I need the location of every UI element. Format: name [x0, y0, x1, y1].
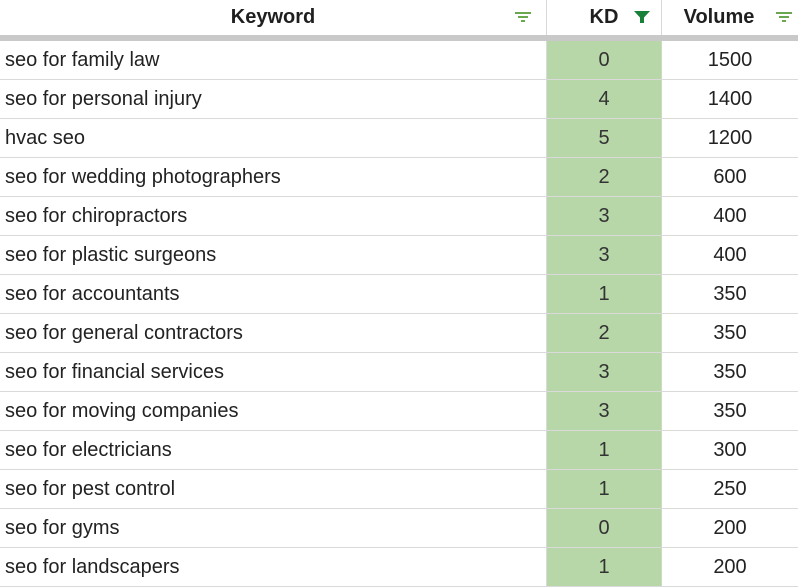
- cell-kd[interactable]: 5: [547, 119, 662, 157]
- cell-keyword[interactable]: seo for family law: [0, 41, 547, 79]
- table-row: seo for financial services 3 350: [0, 353, 798, 392]
- cell-volume[interactable]: 350: [713, 282, 747, 305]
- cell-keyword[interactable]: hvac seo: [0, 119, 547, 157]
- header-row: Keyword KD Volume: [0, 0, 798, 35]
- cell-volume[interactable]: 1200: [707, 126, 753, 149]
- cell-volume[interactable]: 1500: [707, 48, 753, 71]
- cell-kd[interactable]: 1: [547, 548, 662, 586]
- frozen-row-divider[interactable]: [0, 35, 798, 41]
- filter-lines-icon[interactable]: [775, 9, 793, 25]
- table-row: seo for moving companies 3 350: [0, 392, 798, 431]
- cell-volume[interactable]: 400: [713, 243, 747, 266]
- cell-keyword[interactable]: seo for accountants: [0, 275, 547, 313]
- cell-kd[interactable]: 4: [547, 80, 662, 118]
- table-row: seo for plastic surgeons 3 400: [0, 236, 798, 275]
- cell-kd[interactable]: 1: [547, 470, 662, 508]
- table-row: seo for pest control 1 250: [0, 470, 798, 509]
- cell-volume[interactable]: 200: [713, 516, 747, 539]
- cell-kd[interactable]: 0: [547, 41, 662, 79]
- cell-kd[interactable]: 0: [547, 509, 662, 547]
- column-header-keyword-label: Keyword: [230, 6, 316, 28]
- table-row: hvac seo 5 1200: [0, 119, 798, 158]
- funnel-filled-icon[interactable]: [633, 9, 651, 25]
- table-row: seo for personal injury 4 1400: [0, 80, 798, 119]
- cell-keyword[interactable]: seo for electricians: [0, 431, 547, 469]
- cell-keyword[interactable]: seo for moving companies: [0, 392, 547, 430]
- cell-kd[interactable]: 3: [547, 353, 662, 391]
- table-row: seo for chiropractors 3 400: [0, 197, 798, 236]
- column-header-volume[interactable]: Volume: [662, 0, 798, 35]
- cell-volume[interactable]: 400: [713, 204, 747, 227]
- cell-keyword[interactable]: seo for wedding photographers: [0, 158, 547, 196]
- cell-volume[interactable]: 300: [713, 438, 747, 461]
- cell-volume[interactable]: 200: [713, 555, 747, 578]
- cell-volume[interactable]: 350: [713, 360, 747, 383]
- column-header-keyword[interactable]: Keyword: [0, 0, 547, 35]
- cell-keyword[interactable]: seo for pest control: [0, 470, 547, 508]
- cell-kd[interactable]: 2: [547, 158, 662, 196]
- cell-volume[interactable]: 250: [713, 477, 747, 500]
- table-row: seo for general contractors 2 350: [0, 314, 798, 353]
- cell-kd[interactable]: 3: [547, 197, 662, 235]
- column-header-volume-label: Volume: [683, 6, 755, 28]
- cell-keyword[interactable]: seo for personal injury: [0, 80, 547, 118]
- cell-volume[interactable]: 350: [713, 321, 747, 344]
- cell-keyword[interactable]: seo for gyms: [0, 509, 547, 547]
- cell-keyword[interactable]: seo for landscapers: [0, 548, 547, 586]
- column-header-kd[interactable]: KD: [547, 0, 662, 35]
- cell-kd[interactable]: 1: [547, 275, 662, 313]
- cell-kd[interactable]: 3: [547, 236, 662, 274]
- cell-volume[interactable]: 600: [713, 165, 747, 188]
- column-header-kd-label: KD: [589, 6, 619, 28]
- table-row: seo for gyms 0 200: [0, 509, 798, 548]
- cell-kd[interactable]: 2: [547, 314, 662, 352]
- table-row: seo for accountants 1 350: [0, 275, 798, 314]
- table-row: seo for wedding photographers 2 600: [0, 158, 798, 197]
- cell-volume[interactable]: 1400: [707, 87, 753, 110]
- cell-keyword[interactable]: seo for chiropractors: [0, 197, 547, 235]
- cell-kd[interactable]: 3: [547, 392, 662, 430]
- cell-volume[interactable]: 350: [713, 399, 747, 422]
- table-row: seo for landscapers 1 200: [0, 548, 798, 587]
- cell-keyword[interactable]: seo for financial services: [0, 353, 547, 391]
- table-row: seo for electricians 1 300: [0, 431, 798, 470]
- cell-keyword[interactable]: seo for general contractors: [0, 314, 547, 352]
- cell-kd[interactable]: 1: [547, 431, 662, 469]
- filter-lines-icon[interactable]: [514, 9, 532, 25]
- cell-keyword[interactable]: seo for plastic surgeons: [0, 236, 547, 274]
- table-row: seo for family law 0 1500: [0, 41, 798, 80]
